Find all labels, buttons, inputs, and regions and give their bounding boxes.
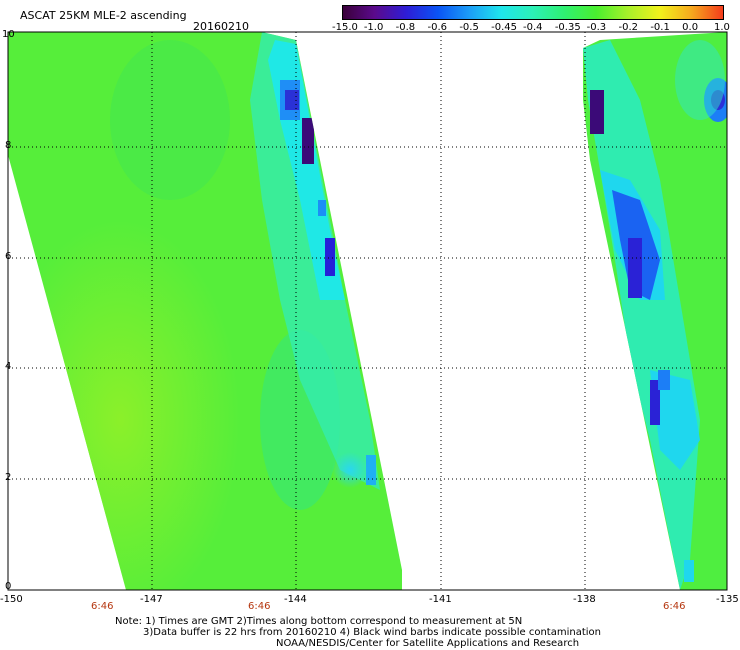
time-label-2: 6:46: [248, 601, 271, 612]
lon-tick-144: -144: [284, 594, 307, 605]
colorbar-label: 1.0: [714, 22, 730, 33]
colorbar: [342, 5, 724, 20]
note-line-2: 3)Data buffer is 22 hrs from 20160210 4)…: [143, 627, 601, 638]
lat-tick-2: 2: [5, 472, 12, 483]
colorbar-label: -15.0: [332, 22, 358, 33]
colorbar-label: -0.3: [586, 22, 607, 33]
lat-tick-4: 4: [5, 361, 12, 372]
colorbar-label: 0.0: [682, 22, 699, 33]
map-frame: [7, 31, 728, 591]
colorbar-label: -0.2: [618, 22, 639, 33]
lon-tick-147: -147: [140, 594, 163, 605]
time-label-1: 6:46: [91, 601, 114, 612]
colorbar-label: -0.5: [459, 22, 479, 33]
lat-tick-8: 8: [5, 140, 12, 151]
lon-tick-141: -141: [429, 594, 452, 605]
colorbar-label: -0.1: [650, 22, 670, 33]
lon-tick-135: -135: [716, 594, 739, 605]
lat-tick-10: 10: [2, 29, 15, 40]
grid-lines: [8, 32, 727, 590]
note-line-3: NOAA/NESDIS/Center for Satellite Applica…: [276, 638, 580, 649]
map-date: 20160210: [193, 20, 249, 33]
lon-tick-138: -138: [573, 594, 596, 605]
note-line-1: Note: 1) Times are GMT 2)Times along bot…: [115, 616, 523, 627]
colorbar-label: -0.45: [491, 22, 518, 33]
lat-tick-0: 0: [5, 581, 12, 592]
map-title: ASCAT 25KM MLE-2 ascending: [20, 9, 187, 22]
left-swath: [8, 32, 402, 590]
lon-tick-150: -150: [0, 594, 23, 605]
colorbar-label: -0.4: [523, 22, 543, 33]
colorbar-label: -0.6: [427, 22, 448, 33]
right-swath: [583, 32, 727, 590]
colorbar-label: -0.8: [395, 22, 416, 33]
colorbar-label: -1.0: [363, 22, 384, 33]
colorbar-label: -0.35: [554, 22, 581, 33]
time-label-3: 6:46: [663, 601, 686, 612]
lat-tick-6: 6: [5, 251, 12, 262]
